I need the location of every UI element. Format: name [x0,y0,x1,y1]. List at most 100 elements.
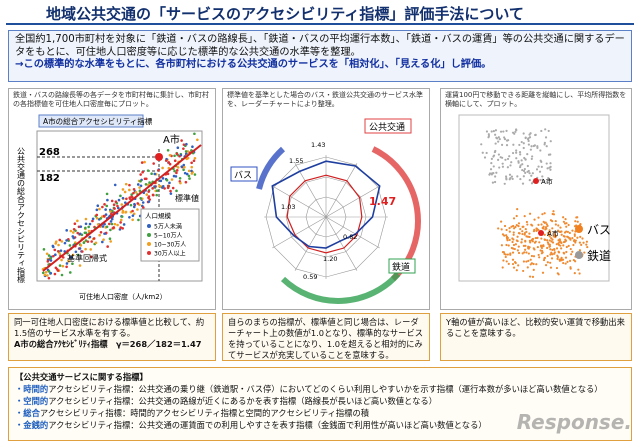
dot [145,193,149,196]
panel: 運賃100円で移動できる距離を縦軸にし、平均所得指数を横軸にして、プロット。 A… [440,88,632,310]
dot [68,244,72,247]
dot [556,229,560,232]
dot [538,170,542,173]
dot [537,216,540,219]
dot [113,222,117,226]
caption: 運賃100円で移動できる距離を縦軸にし、平均所得指数を横軸にして、プロット。 [445,91,627,108]
dot [546,181,550,184]
dot [508,173,512,176]
dot [521,182,525,185]
dot [519,227,522,231]
dot [511,177,514,181]
dot [84,247,87,251]
dot [550,240,553,243]
term: ・総合 [15,408,40,418]
dot [508,230,511,233]
dot [529,258,532,261]
dot [184,152,188,156]
item: ・空間的アクセシビリティ指標：公共交通の路線が近くにあるかを表す指標（路線長が長… [15,395,625,407]
dot [558,259,561,262]
dot [104,208,107,211]
dot [552,213,556,216]
dot [492,154,496,157]
dot [500,220,503,223]
dot [147,200,151,203]
dot [542,227,545,230]
dot [58,238,62,242]
dot [517,225,520,228]
dot [136,183,140,186]
dot [58,252,61,255]
label: 基準回帰式 [67,253,107,263]
dot [92,237,96,240]
dot [539,178,542,182]
dot [521,225,524,228]
dot [570,253,573,256]
dot [511,251,515,254]
dot [113,207,116,210]
legend-label: 10~30万人 [154,242,186,249]
dot [516,249,519,252]
dot [558,238,561,241]
dot [497,136,500,139]
dot [69,256,73,259]
dot [106,245,109,248]
dot [52,254,55,258]
dot [74,250,78,254]
dot [522,169,526,173]
dot [526,266,529,269]
dot [45,252,49,256]
dot [544,228,547,231]
item: ・総合アクセシビリティ指標：時間的アクセシビリティ指標と空間的アクセシビリティ指… [15,407,625,419]
dot [84,231,88,235]
dot [495,171,498,174]
dot [508,227,511,230]
dot [111,226,115,230]
dot [537,223,540,226]
dot [514,225,517,229]
dot [109,212,113,216]
dot [485,130,489,133]
dot [543,221,546,224]
dot [79,244,83,247]
dot [505,129,508,132]
dot [530,145,533,148]
legend-swatch [575,225,583,233]
dot [524,171,527,174]
dot [152,162,155,165]
dot [132,212,136,216]
dot [532,255,536,258]
dot [98,207,101,211]
dot [526,138,530,141]
dot [573,225,577,228]
dot [503,252,506,256]
dot [503,182,506,185]
dot [540,223,543,226]
dot [551,227,554,230]
dot [77,225,81,229]
dot [120,215,124,218]
dot [562,220,565,223]
dot [543,212,546,215]
dot [551,220,554,223]
dot [171,186,175,190]
dot [529,148,532,151]
dot [60,258,63,262]
dot [182,147,185,150]
note-line: 同一可住地人口密度における標準値と比較して、約1.5倍のサービス水準を有する。 [14,317,205,338]
dot [196,138,199,142]
dot [192,159,196,163]
dot [143,177,147,181]
dot [124,210,128,214]
dot [517,251,521,255]
dot [143,160,146,164]
dot [147,196,150,200]
dot [536,145,539,148]
dot [523,215,526,218]
dot [110,222,114,226]
dot [90,240,93,243]
dot [53,272,57,276]
label: 268 [39,147,60,158]
legend-swatch [147,251,151,255]
dot [530,254,534,258]
